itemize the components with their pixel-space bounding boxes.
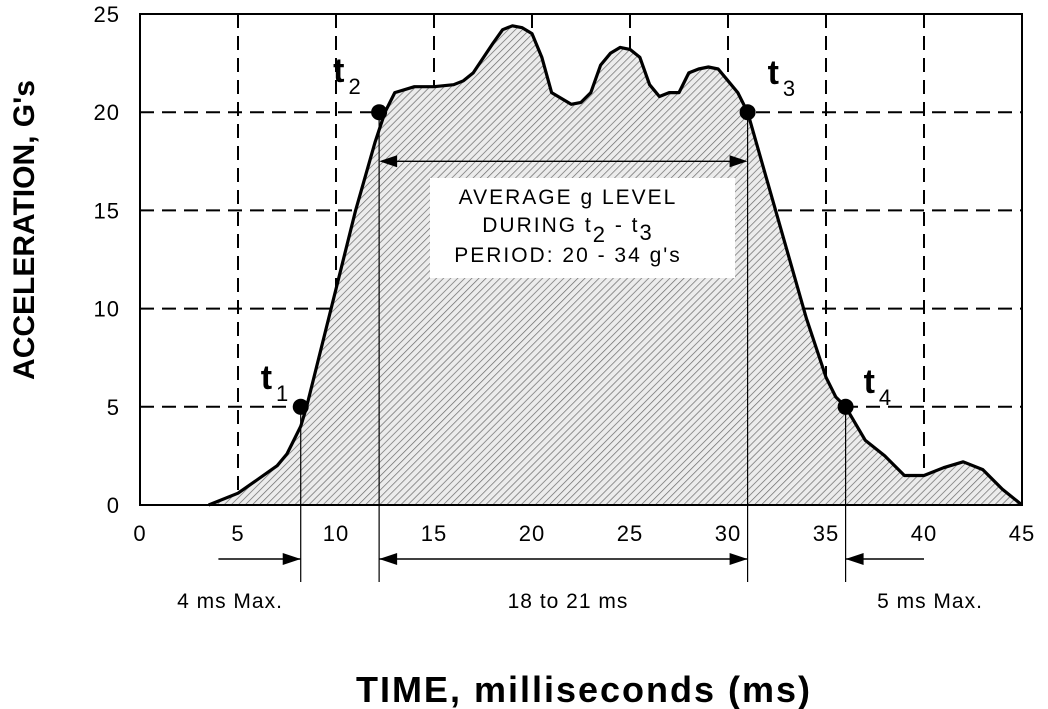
annotation-sub-2: 2 <box>593 222 607 247</box>
span-5ms-arrowhead <box>845 553 864 565</box>
annotation-background <box>430 178 735 278</box>
x-tick-label: 5 <box>231 521 244 546</box>
y-tick-label: 0 <box>107 493 120 518</box>
tick-labels: 0 5 10 15 20 25 30 35 40 45 0 5 10 15 20 25 <box>94 2 1035 546</box>
span-18-21ms-label: 18 to 21 ms <box>508 590 629 613</box>
annotation-line-3: PERIOD: 20 - 34 g's <box>454 244 682 267</box>
annotation-box: AVERAGE g LEVEL DURING t2 - t3 PERIOD: 2… <box>379 155 748 278</box>
marker-lines <box>300 112 847 582</box>
average-arrowhead-left <box>379 155 398 168</box>
y-tick-label: 5 <box>107 395 120 420</box>
y-tick-label: 10 <box>94 297 120 322</box>
x-axis-label: TIME, milliseconds (ms) <box>356 669 812 709</box>
x-tick-label: 20 <box>519 521 545 546</box>
y-tick-label: 25 <box>94 2 120 27</box>
annotation-line-1: AVERAGE g LEVEL <box>459 186 678 209</box>
span-5ms-label: 5 ms Max. <box>877 590 983 613</box>
point-label-main: t <box>261 359 272 397</box>
point-label-sub: 2 <box>348 74 360 99</box>
annotation-sub-3: 3 <box>640 220 654 245</box>
span-18-21ms-arrowhead-left <box>379 553 398 565</box>
plot-frame <box>139 13 1023 506</box>
point-t1 <box>292 398 309 415</box>
y-tick-label: 20 <box>94 100 120 125</box>
duration-spans: 4 ms Max. 18 to 21 ms 5 ms Max. <box>177 553 983 613</box>
x-tick-label: 40 <box>911 521 937 546</box>
point-label-sub: 1 <box>276 381 288 406</box>
y-axis-label: ACCELERATION, G's <box>8 80 41 380</box>
point-label-main: t <box>768 54 779 92</box>
x-tick-label: 30 <box>715 521 741 546</box>
annotation-line-2-a: DURING t <box>482 214 593 237</box>
point-label-main: t <box>333 52 344 90</box>
data-line <box>208 24 1024 507</box>
x-tick-label: 45 <box>1009 521 1035 546</box>
span-4ms-arrowhead <box>282 553 301 565</box>
x-tick-label: 10 <box>323 521 349 546</box>
point-label-main: t <box>864 363 875 401</box>
key-points: t 1t 2 t 3t 4 <box>261 52 891 415</box>
point-label-sub: 3 <box>783 76 795 101</box>
point-t4 <box>837 398 854 415</box>
x-tick-label: 15 <box>421 521 447 546</box>
span-18-21ms-arrowhead-right <box>729 553 748 565</box>
annotation-line-2: DURING t2 - t3 <box>482 214 654 247</box>
point-t3 <box>739 104 756 121</box>
annotation-line-2-b: - t <box>607 214 640 237</box>
x-tick-label: 25 <box>617 521 643 546</box>
span-4ms-label: 4 ms Max. <box>177 590 283 613</box>
x-tick-label: 35 <box>813 521 839 546</box>
average-arrowhead-right <box>729 155 748 168</box>
point-t2 <box>371 104 388 121</box>
x-tick-label: 0 <box>133 521 146 546</box>
y-tick-label: 15 <box>94 198 120 223</box>
point-label-sub: 4 <box>879 385 891 410</box>
